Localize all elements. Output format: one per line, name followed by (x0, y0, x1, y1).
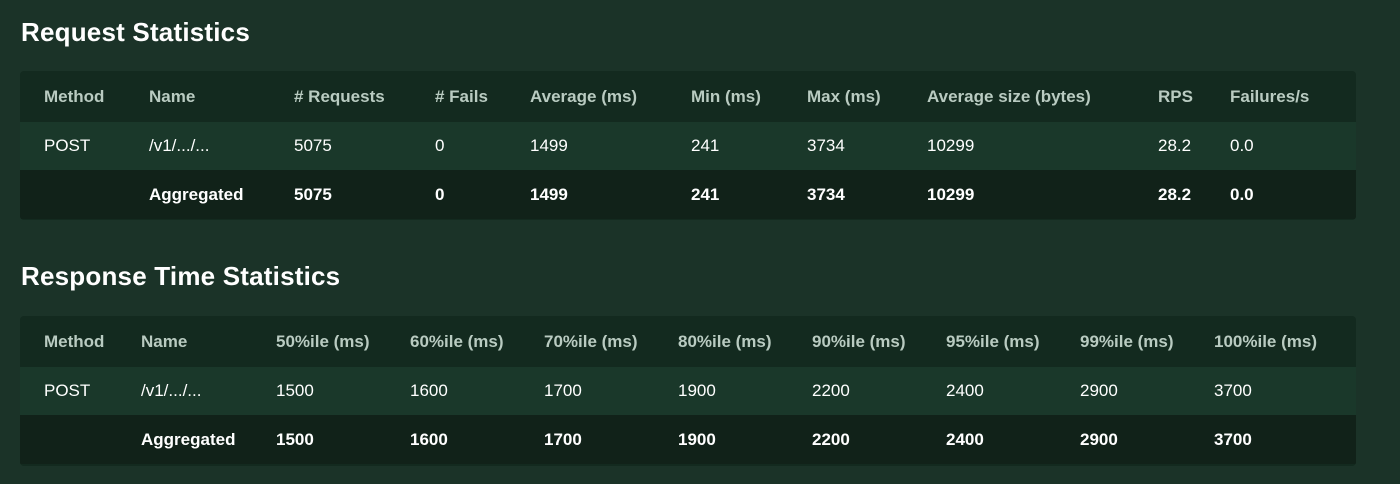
cell-requests: 5075 (294, 170, 435, 219)
table-header-row: Method Name 50%ile (ms) 60%ile (ms) 70%i… (20, 316, 1356, 367)
cell-p95: 2400 (946, 415, 1080, 464)
cell-method (20, 415, 141, 464)
column-header-name[interactable]: Name (141, 331, 188, 351)
cell-p70: 1700 (544, 367, 678, 415)
cell-average: 1499 (530, 170, 691, 219)
response-time-statistics-table: Method Name 50%ile (ms) 60%ile (ms) 70%i… (20, 316, 1356, 466)
cell-failures-per-second: 0.0 (1230, 122, 1356, 170)
column-header-p50[interactable]: 50%ile (ms) (276, 331, 370, 351)
cell-method: POST (20, 122, 149, 170)
column-header-p95[interactable]: 95%ile (ms) (946, 331, 1040, 351)
cell-failures-per-second: 0.0 (1230, 170, 1356, 219)
column-header-average[interactable]: Average (ms) (530, 86, 638, 106)
cell-p80: 1900 (678, 415, 812, 464)
cell-p60: 1600 (410, 367, 544, 415)
cell-name: Aggregated (141, 415, 276, 464)
cell-p95: 2400 (946, 367, 1080, 415)
column-header-rps[interactable]: RPS (1158, 86, 1193, 106)
column-header-p99[interactable]: 99%ile (ms) (1080, 331, 1174, 351)
cell-p80: 1900 (678, 367, 812, 415)
cell-p70: 1700 (544, 415, 678, 464)
aggregated-row: Aggregated 5075 0 1499 241 3734 10299 28… (20, 170, 1356, 219)
column-header-method[interactable]: Method (44, 86, 105, 106)
cell-p50: 1500 (276, 415, 410, 464)
column-header-method[interactable]: Method (44, 331, 105, 351)
cell-name: /v1/.../... (149, 122, 294, 170)
cell-method: POST (20, 367, 141, 415)
cell-p99: 2900 (1080, 415, 1214, 464)
cell-p90: 2200 (812, 367, 946, 415)
cell-name: Aggregated (149, 170, 294, 219)
column-header-p70[interactable]: 70%ile (ms) (544, 331, 638, 351)
column-header-p90[interactable]: 90%ile (ms) (812, 331, 906, 351)
cell-max: 3734 (807, 122, 927, 170)
column-header-name[interactable]: Name (149, 86, 196, 106)
cell-average-size: 10299 (927, 122, 1158, 170)
column-header-requests[interactable]: # Requests (294, 86, 385, 106)
table-row: POST /v1/.../... 5075 0 1499 241 3734 10… (20, 122, 1356, 170)
column-header-p80[interactable]: 80%ile (ms) (678, 331, 772, 351)
column-header-max[interactable]: Max (ms) (807, 86, 881, 106)
table-header-row: Method Name # Requests # Fails Average (… (20, 71, 1356, 122)
cell-name: /v1/.../... (141, 367, 276, 415)
column-header-p60[interactable]: 60%ile (ms) (410, 331, 504, 351)
cell-max: 3734 (807, 170, 927, 219)
cell-fails: 0 (435, 122, 530, 170)
cell-p50: 1500 (276, 367, 410, 415)
cell-min: 241 (691, 122, 807, 170)
cell-fails: 0 (435, 170, 530, 219)
cell-method (20, 170, 149, 219)
cell-requests: 5075 (294, 122, 435, 170)
cell-min: 241 (691, 170, 807, 219)
cell-p100: 3700 (1214, 367, 1356, 415)
cell-average: 1499 (530, 122, 691, 170)
cell-p60: 1600 (410, 415, 544, 464)
aggregated-row: Aggregated 1500 1600 1700 1900 2200 2400… (20, 415, 1356, 464)
column-header-failures-per-second[interactable]: Failures/s (1230, 86, 1310, 106)
cell-p90: 2200 (812, 415, 946, 464)
column-header-fails[interactable]: # Fails (435, 86, 488, 106)
cell-p99: 2900 (1080, 367, 1214, 415)
cell-rps: 28.2 (1158, 170, 1230, 219)
column-header-min[interactable]: Min (ms) (691, 86, 761, 106)
column-header-average-size[interactable]: Average size (bytes) (927, 86, 1091, 106)
table-row: POST /v1/.../... 1500 1600 1700 1900 220… (20, 367, 1356, 415)
request-statistics-table: Method Name # Requests # Fails Average (… (20, 71, 1356, 220)
response-time-statistics-title: Response Time Statistics (21, 261, 341, 291)
cell-rps: 28.2 (1158, 122, 1230, 170)
request-statistics-title: Request Statistics (21, 17, 251, 47)
cell-p100: 3700 (1214, 415, 1356, 464)
cell-average-size: 10299 (927, 170, 1158, 219)
column-header-p100[interactable]: 100%ile (ms) (1214, 331, 1317, 351)
